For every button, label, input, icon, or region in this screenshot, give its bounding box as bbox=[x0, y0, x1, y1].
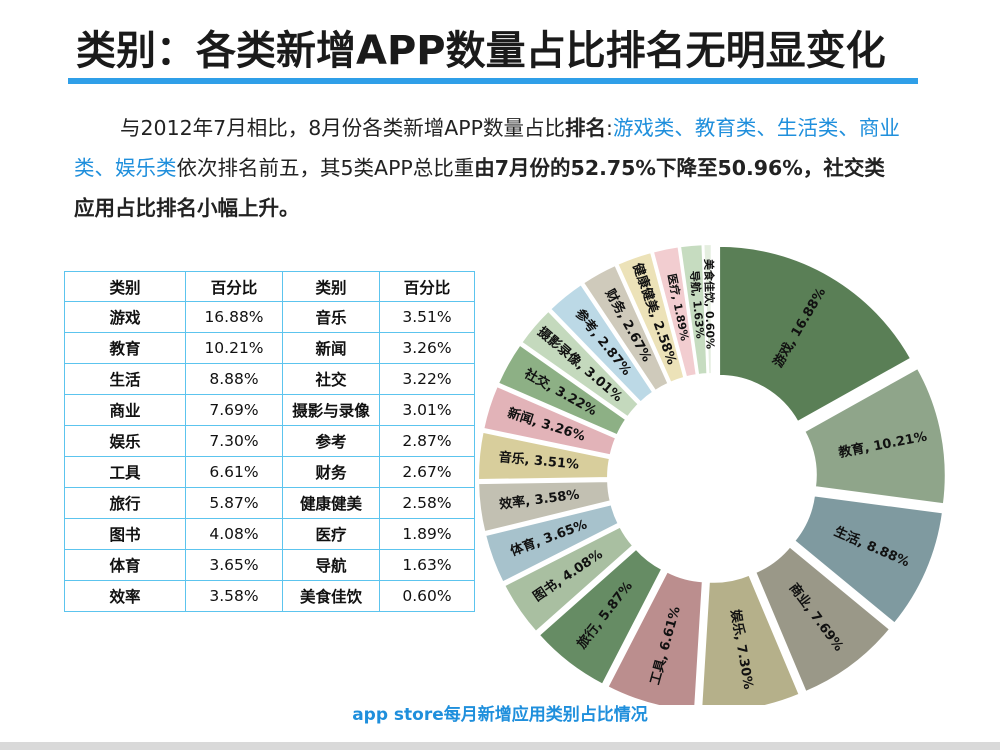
pie-slice-4 bbox=[700, 573, 801, 705]
summary-paragraph: 与2012年7月相比，8月份各类新增APP数量占比排名:游戏类、教育类、生活类、… bbox=[74, 108, 904, 228]
table-row: 游戏 16.88% 音乐 3.51% bbox=[64, 301, 475, 333]
cell-percent-right: 2.87% bbox=[379, 425, 475, 457]
cell-percent-right: 3.01% bbox=[379, 394, 475, 426]
pie-slice-3 bbox=[753, 545, 892, 694]
header-percent-1: 百分比 bbox=[185, 271, 283, 302]
cell-category-right: 导航 bbox=[282, 549, 380, 581]
cell-category-right: 医疗 bbox=[282, 518, 380, 550]
pie-slice-7 bbox=[502, 525, 635, 634]
cell-category-left: 图书 bbox=[64, 518, 186, 550]
pie-slice-label-18: 导航, 1.63% bbox=[688, 270, 708, 339]
pie-slice-15 bbox=[581, 263, 670, 393]
cell-category-left: 工具 bbox=[64, 456, 186, 488]
summary-text-2: 排名 bbox=[565, 116, 607, 140]
cell-category-left: 教育 bbox=[64, 332, 186, 364]
footer-bar bbox=[0, 742, 1000, 750]
pie-slice-5 bbox=[606, 570, 704, 705]
cell-percent-right: 1.89% bbox=[379, 518, 475, 550]
pie-slice-6 bbox=[537, 547, 664, 686]
summary-text-6: 由7月份的52.75%下降至50.96%，社交类应用占比排名小幅上升。 bbox=[74, 156, 885, 220]
pie-slice-1 bbox=[802, 366, 947, 506]
cell-category-left: 效率 bbox=[64, 580, 186, 612]
page-title: 类别：各类新增APP数量占比排名无明显变化 bbox=[76, 28, 886, 74]
pie-slice-14 bbox=[548, 282, 655, 404]
cell-percent-left: 5.87% bbox=[185, 487, 283, 519]
pie-slice-8 bbox=[483, 503, 620, 584]
chart-caption: app store每月新增应用类别占比情况 bbox=[352, 705, 648, 725]
cell-category-right: 参考 bbox=[282, 425, 380, 457]
summary-text-1: 与2012年7月相比，8月份各类新增APP数量占比 bbox=[120, 116, 566, 140]
cell-category-left: 娱乐 bbox=[64, 425, 186, 457]
table-row: 效率 3.58% 美食佳饮 0.60% bbox=[64, 580, 475, 612]
cell-category-left: 生活 bbox=[64, 363, 186, 395]
pie-slice-11 bbox=[482, 384, 618, 457]
cell-category-right: 摄影与录像 bbox=[282, 394, 380, 426]
pie-slice-label-10: 音乐, 3.51% bbox=[498, 449, 580, 473]
table-row: 图书 4.08% 医疗 1.89% bbox=[64, 518, 475, 550]
summary-top-five: 游戏类、教育类、生活类、商业类、娱乐类 bbox=[74, 116, 900, 180]
cell-category-right: 健康健美 bbox=[282, 487, 380, 519]
pie-slice-16 bbox=[616, 250, 686, 384]
cell-category-left: 旅行 bbox=[64, 487, 186, 519]
cell-percent-left: 8.88% bbox=[185, 363, 283, 395]
category-pie-chart: 游戏, 16.88%教育, 10.21%生活, 8.88%商业, 7.69%娱乐… bbox=[477, 243, 947, 705]
cell-percent-left: 16.88% bbox=[185, 301, 283, 333]
cell-category-right: 音乐 bbox=[282, 301, 380, 333]
cell-category-right: 社交 bbox=[282, 363, 380, 395]
table-body: 游戏 16.88% 音乐 3.51% 教育 10.21% 新闻 3.26% 生活 8.88% 社交 3… bbox=[64, 301, 475, 612]
cell-category-left: 游戏 bbox=[64, 301, 186, 333]
pie-slice-17 bbox=[651, 245, 698, 379]
cell-category-left: 商业 bbox=[64, 394, 186, 426]
pie-slice-19 bbox=[702, 243, 713, 376]
table-header-row: 类别 百分比 类别 百分比 bbox=[64, 271, 475, 302]
cell-percent-left: 7.30% bbox=[185, 425, 283, 457]
table-row: 体育 3.65% 导航 1.63% bbox=[64, 549, 475, 581]
table-row: 商业 7.69% 摄影与录像 3.01% bbox=[64, 394, 475, 426]
table-row: 工具 6.61% 财务 2.67% bbox=[64, 456, 475, 488]
cell-category-left: 体育 bbox=[64, 549, 186, 581]
cell-percent-right: 2.58% bbox=[379, 487, 475, 519]
table-row: 旅行 5.87% 健康健美 2.58% bbox=[64, 487, 475, 519]
pie-slice-2 bbox=[792, 494, 945, 625]
cell-percent-left: 3.65% bbox=[185, 549, 283, 581]
title-underline bbox=[68, 78, 918, 84]
summary-text-3: : bbox=[606, 116, 613, 140]
table-row: 娱乐 7.30% 参考 2.87% bbox=[64, 425, 475, 457]
header-category-2: 类别 bbox=[282, 271, 380, 302]
pie-slice-10 bbox=[477, 430, 612, 482]
cell-percent-right: 0.60% bbox=[379, 580, 475, 612]
table-row: 教育 10.21% 新闻 3.26% bbox=[64, 332, 475, 364]
cell-percent-left: 6.61% bbox=[185, 456, 283, 488]
cell-percent-left: 10.21% bbox=[185, 332, 283, 364]
cell-percent-left: 4.08% bbox=[185, 518, 283, 550]
cell-percent-left: 3.58% bbox=[185, 580, 283, 612]
pie-slice-13 bbox=[519, 309, 641, 419]
cell-category-right: 财务 bbox=[282, 456, 380, 488]
cell-category-right: 新闻 bbox=[282, 332, 380, 364]
category-table: 类别 百分比 类别 百分比 游戏 16.88% 音乐 3.51% 教育 10.21% 新闻 3… bbox=[64, 271, 475, 612]
cell-percent-right: 3.51% bbox=[379, 301, 475, 333]
cell-percent-right: 3.26% bbox=[379, 332, 475, 364]
header-category-1: 类别 bbox=[64, 271, 186, 302]
cell-percent-left: 7.69% bbox=[185, 394, 283, 426]
pie-slice-label-19: 美食佳饮, 0.60% bbox=[702, 259, 718, 349]
cell-percent-right: 3.22% bbox=[379, 363, 475, 395]
cell-category-right: 美食佳饮 bbox=[282, 580, 380, 612]
pie-slice-0 bbox=[718, 244, 913, 424]
pie-slice-12 bbox=[496, 343, 628, 437]
table-row: 生活 8.88% 社交 3.22% bbox=[64, 363, 475, 395]
summary-text-5: 依次排名前五，其5类APP总比重 bbox=[176, 156, 475, 180]
cell-percent-right: 2.67% bbox=[379, 456, 475, 488]
cell-percent-right: 1.63% bbox=[379, 549, 475, 581]
pie-slice-9 bbox=[477, 480, 612, 534]
